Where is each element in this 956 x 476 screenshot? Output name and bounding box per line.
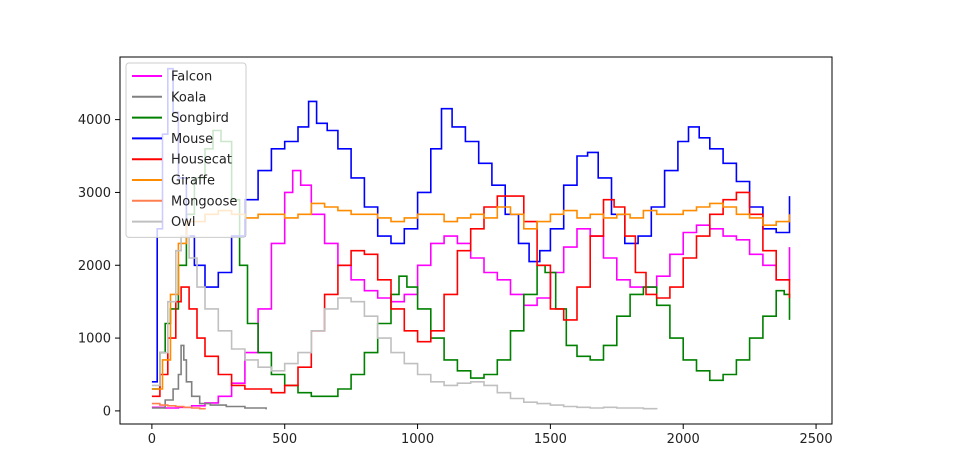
y-tick-label: 2000 (78, 259, 111, 274)
x-tick-label: 0 (148, 432, 156, 447)
x-axis: 0 500 1000 1500 2000 2500 (148, 424, 833, 447)
plot-frame (119, 56, 833, 425)
x-tick-label: 1500 (534, 432, 567, 447)
x-tick-label: 2500 (800, 432, 833, 447)
series-line-falcon (151, 169, 791, 409)
y-axis: 0 1000 2000 3000 4000 (78, 113, 120, 419)
y-tick-label: 0 (103, 404, 111, 419)
legend-label-giraffe: Giraffe (171, 174, 215, 189)
y-tick-label: 4000 (78, 113, 111, 128)
y-tick-label: 1000 (78, 332, 111, 347)
legend-label-songbird: Songbird (171, 111, 229, 126)
series-line-mongoose (151, 402, 206, 410)
legend-label-koala: Koala (171, 90, 206, 105)
series-line-mouse (151, 67, 791, 383)
legend-label-falcon: Falcon (171, 70, 212, 85)
legend-label-mouse: Mouse (171, 132, 213, 147)
series-line-koala (151, 344, 267, 410)
x-tick-label: 1000 (401, 432, 434, 447)
series-line-owl (151, 235, 658, 410)
legend-label-mongoose: Mongoose (171, 194, 237, 209)
series-line-housecat (151, 191, 791, 398)
legend-label-housecat: Housecat (171, 153, 232, 168)
x-tick-label: 500 (272, 432, 297, 447)
series-layer (151, 67, 791, 410)
x-tick-label: 2000 (667, 432, 700, 447)
legend-box (125, 62, 247, 238)
legend: Falcon Koala Songbird Mouse Housecat Giraffe M… (125, 62, 247, 238)
series-line-songbird (151, 129, 791, 398)
y-tick-label: 3000 (78, 186, 111, 201)
legend-label-owl: Owl (171, 215, 195, 230)
